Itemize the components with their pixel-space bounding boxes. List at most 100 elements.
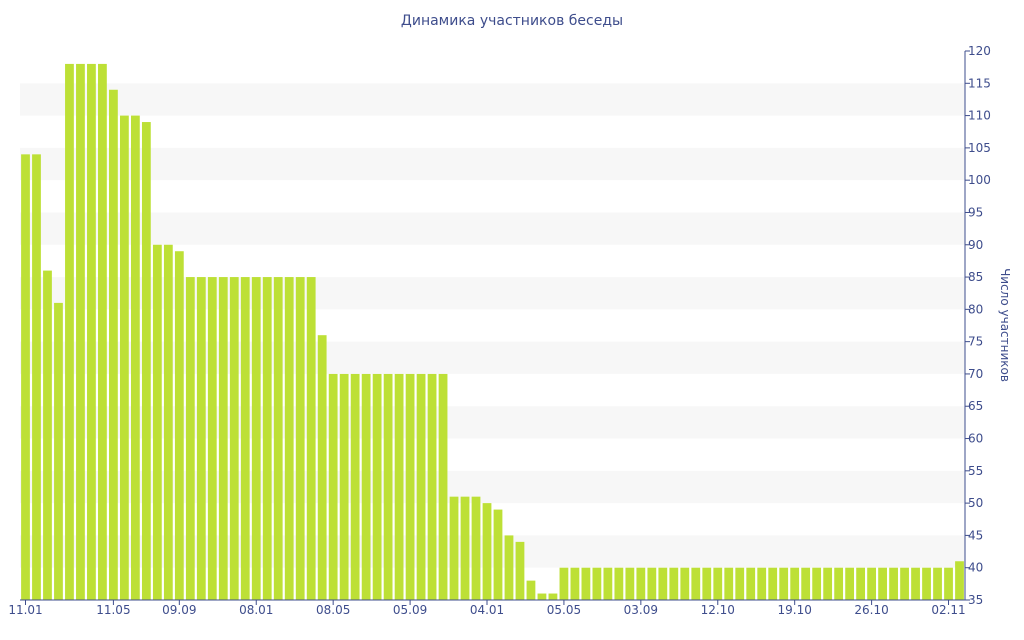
bar [339, 373, 349, 600]
bar [625, 567, 635, 600]
bar [570, 567, 580, 600]
bar [251, 277, 261, 600]
bar [504, 535, 514, 600]
bar [394, 373, 404, 600]
bar [911, 567, 920, 600]
bar [493, 509, 503, 600]
bar [834, 567, 844, 600]
bar [669, 567, 679, 600]
y-tick-label: 120 [968, 44, 991, 58]
bar [944, 567, 953, 600]
bar [482, 503, 492, 600]
y-tick-label: 85 [968, 270, 983, 284]
bar [284, 277, 294, 600]
bar [724, 567, 734, 600]
bar [273, 277, 283, 600]
bar [713, 567, 723, 600]
bar [372, 373, 382, 600]
y-tick-label: 110 [968, 109, 991, 123]
bar [405, 373, 415, 600]
bar [295, 277, 305, 600]
x-tick-label: 08.05 [316, 603, 350, 617]
bar [262, 277, 272, 600]
y-tick-label: 70 [968, 367, 983, 381]
bar [350, 373, 360, 600]
x-tick-label: 03.09 [624, 603, 658, 617]
bar [680, 567, 690, 600]
bar [933, 567, 942, 600]
y-tick-label: 45 [968, 528, 983, 542]
bar [98, 63, 107, 600]
y-tick-label: 75 [968, 335, 983, 349]
grid-band [20, 212, 965, 245]
x-axis: 11.01 11.05 09.09 08.01 08.05 05.09 04.01 05.05… [8, 599, 966, 617]
bar [647, 567, 657, 600]
bar [515, 541, 525, 600]
bar [636, 567, 646, 600]
y-axis-title: Число участников [998, 268, 1012, 382]
bar [757, 567, 767, 600]
bar [790, 567, 800, 600]
bar [328, 373, 338, 600]
x-tick-label: 19.10 [778, 603, 812, 617]
bar [174, 251, 184, 601]
x-tick-label: 08.01 [239, 603, 273, 617]
bar [87, 63, 96, 600]
bar [526, 580, 536, 600]
bar [614, 567, 624, 600]
bar [823, 567, 833, 600]
grid-band [20, 147, 965, 181]
bar [416, 373, 426, 600]
bar [65, 63, 74, 600]
bar [130, 115, 140, 601]
bar [548, 593, 558, 600]
x-tick-label: 05.09 [393, 603, 427, 617]
bar [109, 89, 118, 601]
bar [768, 567, 778, 600]
bar [43, 270, 52, 600]
bar [537, 593, 547, 600]
bar [702, 567, 712, 600]
bar [460, 496, 470, 600]
bar [163, 244, 173, 600]
bar [889, 567, 898, 600]
bar [54, 302, 63, 600]
bar [746, 567, 756, 600]
x-tick-label: 02.11 [931, 603, 965, 617]
bar [559, 567, 569, 600]
y-tick-label: 55 [968, 464, 983, 478]
bar [427, 373, 437, 600]
y-tick-label: 35 [968, 593, 983, 607]
bar [878, 567, 887, 600]
bar [900, 567, 909, 600]
bar [691, 567, 701, 600]
bar [383, 373, 393, 600]
bar [361, 373, 371, 600]
bar [603, 567, 613, 600]
x-tick-label: 11.05 [96, 603, 130, 617]
y-axis: 35 40 45 50 55 60 65 70 75 80 85 90 95 100 105 110 115 12… [964, 44, 991, 607]
bar [229, 277, 239, 600]
bar [658, 567, 668, 600]
bar [812, 567, 822, 600]
y-tick-label: 105 [968, 141, 991, 155]
bar [207, 277, 217, 600]
bar [185, 277, 195, 600]
bar [449, 496, 459, 600]
y-tick-label: 40 [968, 561, 983, 575]
bar [801, 567, 811, 600]
x-tick-label: 05.05 [547, 603, 581, 617]
y-tick-label: 60 [968, 432, 983, 446]
x-tick-label: 11.01 [8, 603, 42, 617]
bar [867, 567, 876, 600]
y-tick-label: 50 [968, 496, 983, 510]
bar [76, 63, 85, 600]
bar [581, 567, 591, 600]
y-tick-label: 115 [968, 76, 991, 90]
y-tick-label: 65 [968, 399, 983, 413]
bar [196, 277, 206, 600]
bar [240, 277, 250, 600]
bars [21, 63, 964, 601]
bar [845, 567, 855, 600]
